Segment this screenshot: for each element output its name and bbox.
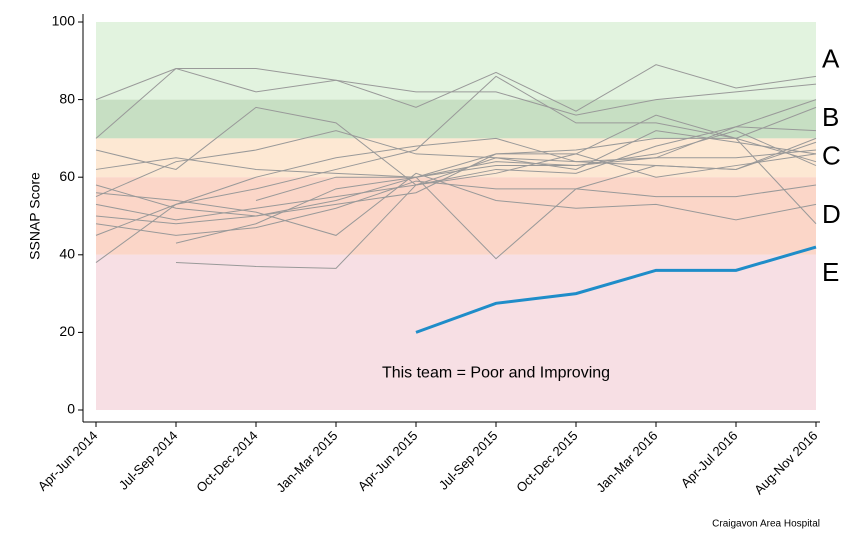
band [96, 254, 816, 410]
footer: Craigavon Area Hospital [712, 519, 820, 530]
x-tick-label: Oct-Dec 2015 [513, 428, 580, 495]
line [95, 172, 817, 236]
band-label: C [822, 141, 841, 171]
x-tick-label: Jul-Sep 2014 [116, 428, 181, 493]
band-label: A [822, 44, 840, 74]
x-tick-label: Apr-Jun 2014 [35, 428, 101, 494]
band-label: E [822, 257, 839, 287]
line [175, 130, 817, 244]
x-tick-label: Aug-Nov 2016 [751, 428, 820, 497]
annotation: This team = Poor and Improving [382, 364, 610, 381]
band [96, 177, 816, 255]
y-tick-label: 40 [59, 246, 75, 262]
highlight-line [415, 245, 817, 334]
x-tick-label: Jul-Sep 2015 [436, 428, 501, 493]
band-label: D [822, 199, 841, 229]
line [95, 68, 817, 116]
x-tick-label: Apr-Jun 2015 [355, 428, 421, 494]
line [255, 153, 817, 201]
x-tick-label: Jan-Mar 2016 [593, 428, 660, 495]
x-tick-label: Jan-Mar 2015 [273, 428, 340, 495]
y-axis-label: SSNAP Score [27, 172, 43, 260]
y-tick-label: 60 [59, 168, 75, 184]
y-tick-label: 20 [59, 323, 75, 339]
line [95, 106, 817, 225]
line [95, 114, 817, 221]
y-tick-label: 100 [52, 13, 76, 29]
line [95, 64, 817, 139]
x-tick-label: Oct-Dec 2014 [193, 428, 260, 495]
x-tick-label: Apr-Jul 2016 [678, 428, 741, 491]
y-tick-label: 80 [59, 90, 75, 106]
line [95, 75, 817, 263]
band [96, 99, 816, 139]
line [95, 106, 817, 186]
line [175, 126, 817, 269]
band-label: B [822, 102, 839, 132]
y-tick-label: 0 [67, 401, 75, 417]
line [95, 180, 817, 236]
band [96, 22, 816, 100]
